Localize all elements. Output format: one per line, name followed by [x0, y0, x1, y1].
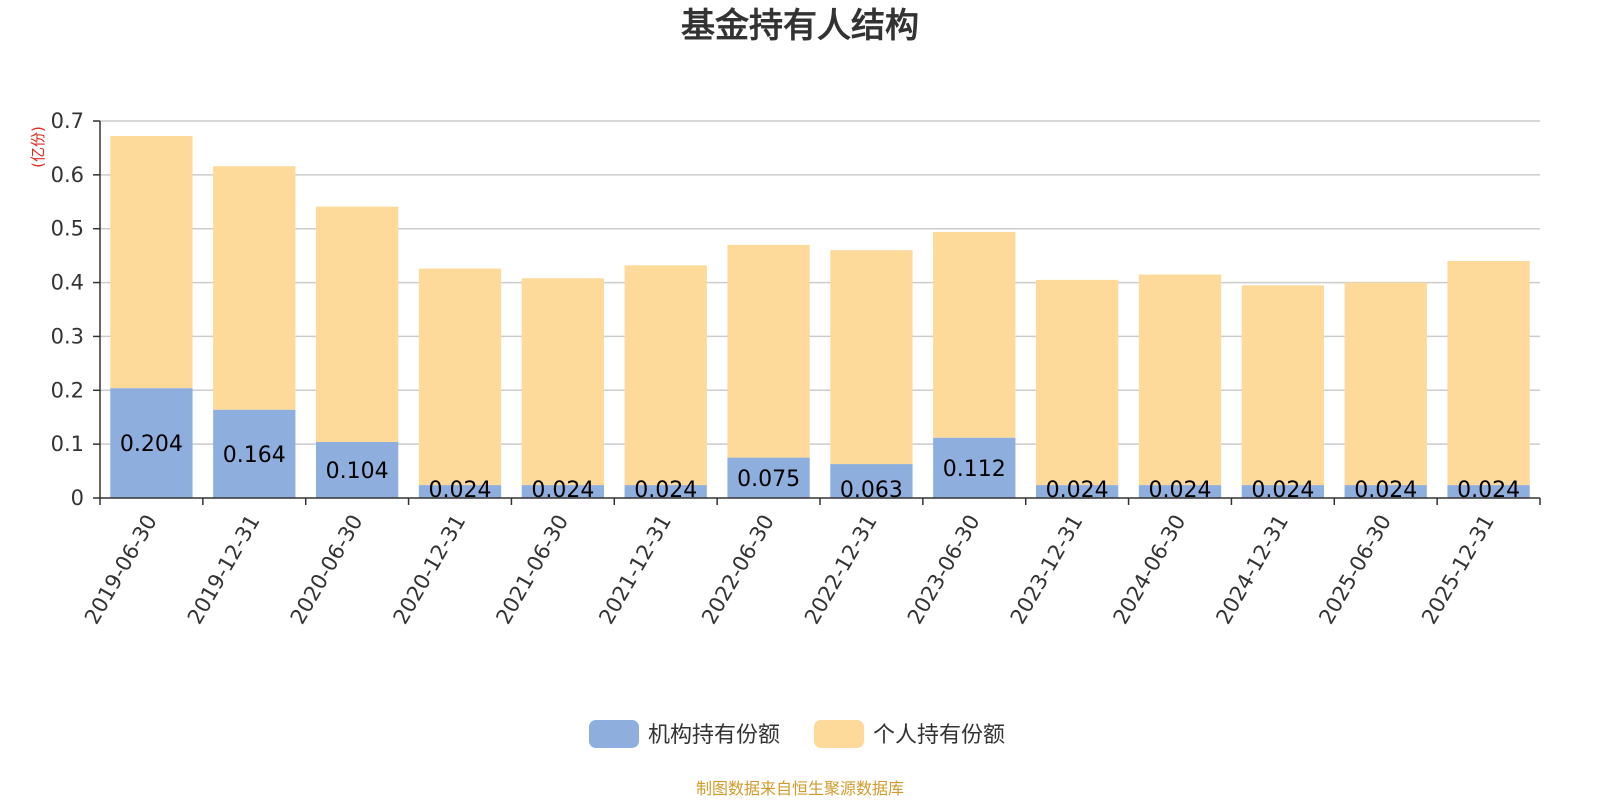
- bar-data-label: 0.024: [1251, 478, 1314, 503]
- x-tick-label: 2019-12-31: [183, 511, 265, 629]
- y-tick-label: 0.2: [51, 378, 84, 402]
- bar-individual: [213, 166, 296, 410]
- x-tick-label: 2023-06-30: [903, 511, 985, 629]
- bar-data-label: 0.204: [120, 432, 183, 457]
- y-tick-label: 0: [71, 486, 84, 510]
- chart-title: 基金持有人结构: [681, 6, 919, 46]
- legend-swatch: [814, 720, 864, 748]
- x-tick-label: 2025-12-31: [1417, 511, 1499, 629]
- x-tick-label: 2022-12-31: [800, 511, 882, 629]
- x-tick-label: 2021-06-30: [491, 511, 573, 629]
- bar-data-label: 0.024: [634, 478, 697, 503]
- y-axis-unit-label: (亿份): [29, 126, 47, 168]
- bar-individual: [418, 268, 502, 486]
- bars: [110, 136, 1530, 498]
- y-tick-label: 0.7: [51, 109, 84, 133]
- x-tick-label: 2021-12-31: [594, 511, 676, 629]
- data-labels: 0.204 0.164 0.104 0.024 0.024 0.024 0.075 0.063…: [120, 432, 1520, 503]
- x-tick-label: 2024-06-30: [1109, 511, 1191, 629]
- source-note: 制图数据来自恒生聚源数据库: [696, 779, 904, 798]
- bar-institutional: [624, 485, 707, 498]
- bar-data-label: 0.075: [737, 467, 800, 492]
- bar-individual: [316, 206, 399, 442]
- bar-data-label: 0.024: [1354, 478, 1417, 503]
- bar-data-label: 0.024: [429, 478, 492, 503]
- bar-institutional: [1344, 485, 1427, 498]
- x-tick-label: 2019-06-30: [80, 511, 162, 629]
- y-tick-label: 0.1: [51, 432, 84, 456]
- legend-label: 机构持有份额: [648, 723, 780, 748]
- bar-institutional: [727, 457, 810, 498]
- bar-individual: [727, 244, 810, 458]
- bar-institutional: [316, 441, 399, 498]
- legend: 机构持有份额 个人持有份额: [589, 720, 1005, 748]
- x-tick-label: 2020-12-31: [389, 511, 471, 629]
- bar-data-label: 0.063: [840, 478, 903, 503]
- bar-data-label: 0.024: [1149, 478, 1212, 503]
- bar-data-label: 0.112: [943, 457, 1006, 482]
- bar-institutional: [110, 388, 193, 498]
- bar-institutional: [418, 485, 502, 498]
- x-tick-label: 2022-06-30: [697, 511, 779, 629]
- bar-individual: [1447, 261, 1530, 486]
- bar-individual: [624, 265, 707, 486]
- bar-institutional: [1447, 485, 1530, 498]
- bar-institutional: [213, 409, 296, 498]
- bar-data-label: 0.024: [1457, 478, 1520, 503]
- bar-individual: [110, 136, 193, 389]
- x-tick-label: 2024-12-31: [1211, 511, 1293, 629]
- bar-institutional: [1138, 485, 1222, 498]
- bar-institutional: [1241, 485, 1324, 498]
- bar-data-label: 0.164: [223, 443, 286, 468]
- bar-individual: [521, 278, 604, 486]
- y-tick-label: 0.6: [51, 163, 84, 187]
- x-tick-label: 2023-12-31: [1006, 511, 1088, 629]
- bar-institutional: [830, 464, 913, 498]
- bar-data-label: 0.024: [531, 478, 594, 503]
- bar-individual: [1138, 274, 1222, 486]
- legend-swatch: [589, 720, 639, 748]
- bar-individual: [1036, 279, 1119, 486]
- y-tick-label: 0.3: [51, 324, 84, 348]
- y-tick-label: 0.5: [51, 217, 84, 241]
- bar-individual: [1241, 285, 1324, 486]
- bar-individual: [830, 250, 913, 465]
- bar-institutional: [1036, 485, 1119, 498]
- x-tick-label: 2020-06-30: [286, 511, 368, 629]
- bar-data-label: 0.104: [326, 459, 389, 484]
- x-tick-label: 2025-06-30: [1314, 511, 1396, 629]
- bar-data-label: 0.024: [1046, 478, 1109, 503]
- bar-institutional: [933, 437, 1016, 498]
- bar-individual: [933, 231, 1016, 438]
- legend-label: 个人持有份额: [873, 723, 1005, 748]
- bar-individual: [1344, 282, 1427, 486]
- y-tick-label: 0.4: [51, 271, 84, 295]
- bar-institutional: [521, 485, 604, 498]
